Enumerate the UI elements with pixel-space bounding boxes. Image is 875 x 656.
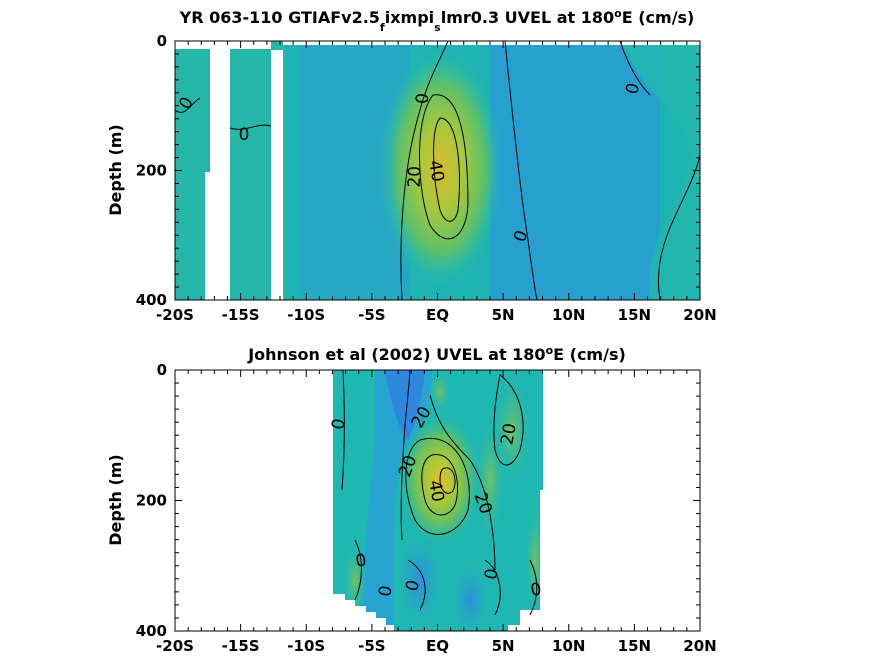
x-tick-label: 10N	[552, 637, 585, 655]
top-ylabel: Depth (m)	[106, 124, 125, 216]
contour-label: 40	[424, 159, 447, 184]
x-tick-label: 20N	[683, 637, 716, 655]
top-title: YR 063-110 GTIAFv2.5fixmpislmr0.3 UVEL a…	[179, 7, 695, 34]
x-tick-label: 5N	[492, 637, 515, 655]
x-tick-label: EQ	[426, 306, 449, 324]
contour-label: 0	[354, 550, 368, 572]
bottom-field	[333, 370, 543, 631]
contour-label: 0	[328, 417, 350, 431]
contour-label: 0	[239, 125, 250, 145]
y-tick-label: 400	[136, 622, 167, 640]
x-tick-label: 15N	[618, 637, 651, 655]
x-tick-label: 20N	[683, 306, 716, 324]
y-tick-label: 200	[136, 162, 167, 180]
x-tick-label: EQ	[426, 637, 449, 655]
contour-label: 0	[375, 584, 397, 598]
x-tick-label: -20S	[156, 306, 194, 324]
x-tick-label: 5N	[492, 306, 515, 324]
x-tick-label: -10S	[287, 306, 325, 324]
bottom-mask-right	[508, 490, 543, 631]
x-tick-label: -15S	[222, 637, 260, 655]
contour-label: 20	[497, 422, 520, 447]
y-tick-label: 0	[157, 32, 167, 50]
top-contours	[174, 40, 701, 301]
bottom-ylabel: Depth (m)	[106, 454, 125, 546]
y-tick-label: 200	[136, 492, 167, 510]
bottom-contours	[341, 369, 538, 616]
contour-label: 0	[481, 567, 503, 581]
top-field	[175, 41, 700, 300]
y-tick-label: 0	[157, 361, 167, 379]
contour-label: 0	[413, 92, 434, 105]
bottom-panel: 0 20 20 20 40 20 0 0 0 0 0 -20S -15S -10S -…	[106, 344, 717, 655]
top-panel: 0 0 0 20 40 0 0 -20S -15S -10S -5S EQ 5N 10N 15…	[106, 7, 717, 324]
contour-label: 20	[405, 166, 426, 188]
contour-label: 0	[622, 81, 644, 97]
bottom-mask	[333, 585, 394, 631]
x-tick-label: -20S	[156, 637, 194, 655]
x-tick-label: 10N	[552, 306, 585, 324]
contour-label: 0	[529, 579, 543, 601]
contour-label: 0	[402, 578, 424, 594]
x-tick-label: -5S	[358, 637, 385, 655]
bottom-title: Johnson et al (2002) UVEL at 180oE (cm/s…	[247, 344, 626, 364]
x-tick-label: -10S	[287, 637, 325, 655]
y-tick-label: 400	[136, 291, 167, 309]
x-tick-label: -5S	[358, 306, 385, 324]
contour-label: 40	[424, 479, 447, 504]
x-tick-label: -15S	[222, 306, 260, 324]
x-tick-label: 15N	[618, 306, 651, 324]
